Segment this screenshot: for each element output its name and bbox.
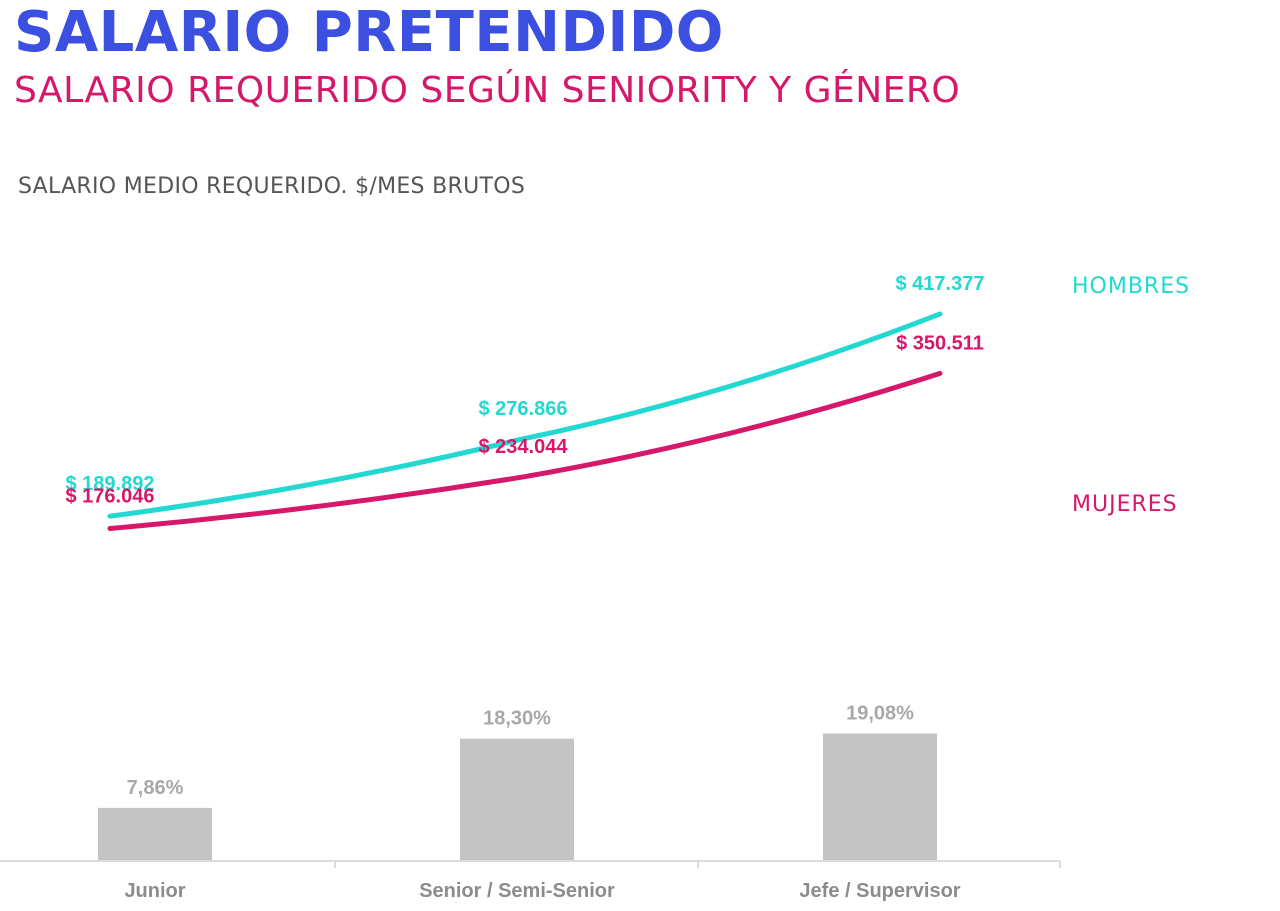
bar-label-1: 18,30% xyxy=(483,708,551,730)
series-line-mujeres xyxy=(107,370,943,531)
page-subtitle: SALARIO REQUERIDO SEGÚN SENIORITY Y GÉNE… xyxy=(14,70,961,111)
bar-2 xyxy=(823,733,937,860)
data-label-mujeres-0: $ 176.046 xyxy=(66,485,155,507)
data-label-hombres-0: $ 189.892 xyxy=(66,473,155,495)
bar-0 xyxy=(98,807,212,860)
category-label-1: Senior / Semi-Senior xyxy=(419,880,615,902)
legend-hombres: HOMBRES xyxy=(1072,274,1190,299)
bar-1 xyxy=(460,738,574,860)
bar-label-2: 19,08% xyxy=(846,702,914,724)
category-label-2: Jefe / Supervisor xyxy=(799,880,960,902)
data-label-mujeres-1: $ 234.044 xyxy=(479,436,569,458)
bar-label-0: 7,86% xyxy=(127,777,184,799)
legend-mujeres: MUJERES xyxy=(1072,492,1178,517)
data-label-hombres-1: $ 276.866 xyxy=(479,398,568,420)
series-line-hombres xyxy=(107,311,943,519)
page-title: SALARIO PRETENDIDO xyxy=(14,0,724,65)
chart-ylabel: SALARIO MEDIO REQUERIDO. $/MES BRUTOS xyxy=(18,174,526,199)
data-label-hombres-2: $ 417.377 xyxy=(896,273,985,295)
data-label-mujeres-2: $ 350.511 xyxy=(896,332,984,354)
category-label-0: Junior xyxy=(124,880,185,902)
